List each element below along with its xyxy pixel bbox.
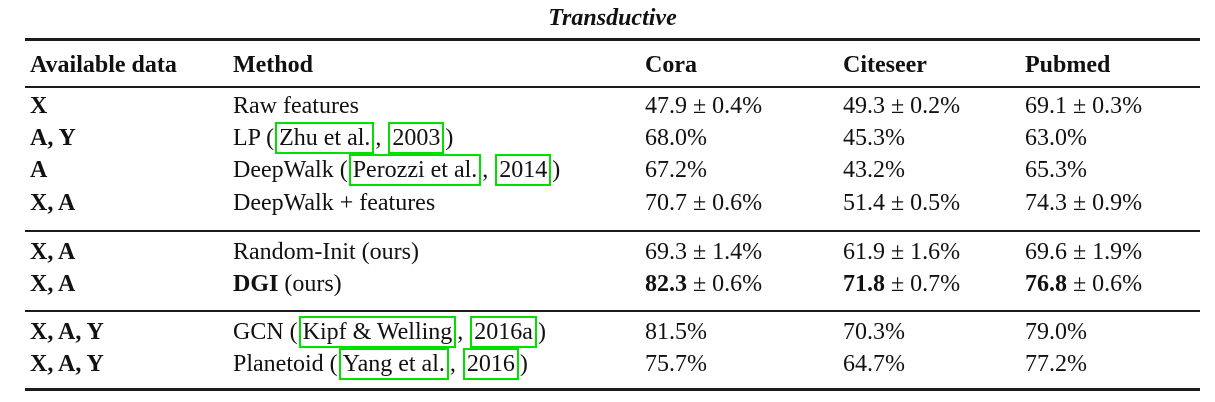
column-header-available-data: Available data	[30, 52, 177, 78]
method-label: Raw features	[233, 93, 359, 119]
table-header-row: Available data Method Cora Citeseer Pubm…	[0, 49, 1215, 82]
accuracy-value-citeseer: 43.2%	[843, 157, 905, 183]
table-rule-bottom	[25, 388, 1200, 391]
citation-separator: ,	[449, 351, 462, 377]
accuracy-value-cora: 82.3 ± 0.6%	[645, 268, 762, 301]
table-row: X, A, Y GCN (Kipf & Welling, 2016a) 81.5…	[0, 316, 1215, 349]
method-cell: LP (Zhu et al., 2003)	[233, 122, 453, 155]
method-label: GCN (	[233, 319, 298, 345]
table-row: X Raw features 47.9 ± 0.4% 49.3 ± 0.2% 6…	[0, 90, 1215, 123]
column-header-citeseer: Citeseer	[843, 52, 927, 78]
accuracy-value-citeseer: 64.7%	[843, 351, 905, 377]
available-data-cell: X, A, Y	[30, 319, 104, 345]
citation-author-link-box[interactable]: Yang et al.	[338, 348, 449, 380]
table-row: A, Y LP (Zhu et al., 2003) 68.0% 45.3% 6…	[0, 122, 1215, 155]
accuracy-value-pubmed: 63.0%	[1025, 125, 1087, 151]
method-label-suffix: )	[519, 351, 528, 377]
table-rule-mid-1	[25, 230, 1200, 232]
accuracy-value-pubmed: 69.6 ± 1.9%	[1025, 239, 1143, 265]
table-row: X, A Random-Init (ours) 69.3 ± 1.4% 61.9…	[0, 236, 1215, 269]
accuracy-bold: 82.3	[645, 271, 687, 297]
method-label: Random-Init (ours)	[233, 239, 419, 265]
available-data-cell: X, A	[30, 239, 76, 265]
accuracy-value-citeseer: 51.4 ± 0.5%	[843, 190, 961, 216]
table-title: Transductive	[548, 5, 677, 31]
available-data-cell: X, A, Y	[30, 351, 104, 377]
accuracy-value-citeseer: 71.8 ± 0.7%	[843, 268, 960, 301]
accuracy-value-cora: 75.7%	[645, 351, 707, 377]
accuracy-bold: 71.8	[843, 271, 885, 297]
accuracy-value-pubmed: 65.3%	[1025, 157, 1087, 183]
accuracy-value-pubmed: 77.2%	[1025, 351, 1087, 377]
available-data-cell: A	[30, 157, 48, 183]
method-cell: DeepWalk + features	[233, 187, 435, 220]
accuracy-value-cora: 47.9 ± 0.4%	[645, 93, 763, 119]
method-cell: Planetoid (Yang et al., 2016)	[233, 348, 528, 381]
method-cell: GCN (Kipf & Welling, 2016a)	[233, 316, 546, 349]
citation-year-link-box[interactable]: 2003	[388, 122, 445, 154]
table-row: A DeepWalk (Perozzi et al., 2014) 67.2% …	[0, 154, 1215, 187]
citation-author-link-box[interactable]: Kipf & Welling	[298, 316, 457, 348]
method-label: DeepWalk + features	[233, 190, 436, 216]
method-label-suffix: )	[552, 157, 561, 183]
accuracy-value-cora: 67.2%	[645, 157, 707, 183]
accuracy-rest: ± 0.7%	[885, 271, 961, 297]
method-label: LP (	[233, 125, 275, 151]
method-label-suffix: (ours)	[278, 271, 342, 297]
column-header-cora: Cora	[645, 52, 697, 78]
table-rule-header	[25, 86, 1200, 88]
accuracy-value-pubmed: 74.3 ± 0.9%	[1025, 190, 1143, 216]
accuracy-value-pubmed: 69.1 ± 0.3%	[1025, 93, 1143, 119]
column-header-method: Method	[233, 52, 313, 78]
available-data-cell: X	[30, 93, 48, 119]
accuracy-value-cora: 68.0%	[645, 125, 707, 151]
method-label-suffix: )	[537, 319, 546, 345]
accuracy-value-citeseer: 49.3 ± 0.2%	[843, 93, 961, 119]
accuracy-rest: ± 0.6%	[1067, 271, 1143, 297]
citation-separator: ,	[457, 319, 470, 345]
citation-year-link-box[interactable]: 2014	[495, 154, 552, 186]
method-name-bold: DGI	[233, 271, 279, 297]
accuracy-value-cora: 81.5%	[645, 319, 707, 345]
accuracy-value-cora: 70.7 ± 0.6%	[645, 190, 763, 216]
available-data-cell: A, Y	[30, 125, 76, 151]
available-data-cell: X, A	[30, 190, 76, 216]
accuracy-value-pubmed: 76.8 ± 0.6%	[1025, 268, 1142, 301]
table-row-dgi: X, A DGI (ours) 82.3 ± 0.6% 71.8 ± 0.7% …	[0, 268, 1215, 301]
method-label-suffix: )	[445, 125, 454, 151]
accuracy-value-pubmed: 79.0%	[1025, 319, 1087, 345]
citation-separator: ,	[375, 125, 388, 151]
method-cell: Random-Init (ours)	[233, 236, 419, 269]
accuracy-value-citeseer: 45.3%	[843, 125, 905, 151]
method-label: DeepWalk (	[233, 157, 348, 183]
method-cell: DeepWalk (Perozzi et al., 2014)	[233, 154, 560, 187]
accuracy-value-citeseer: 61.9 ± 1.6%	[843, 239, 961, 265]
table-rule-mid-2	[25, 310, 1200, 312]
citation-author-link-box[interactable]: Perozzi et al.	[348, 154, 482, 186]
citation-year-link-box[interactable]: 2016	[462, 348, 519, 380]
citation-author-link-box[interactable]: Zhu et al.	[275, 122, 375, 154]
table-row: X, A, Y Planetoid (Yang et al., 2016) 75…	[0, 348, 1215, 381]
citation-separator: ,	[482, 157, 495, 183]
table-rule-top	[25, 38, 1200, 41]
accuracy-bold: 76.8	[1025, 271, 1067, 297]
accuracy-value-citeseer: 70.3%	[843, 319, 905, 345]
accuracy-value-cora: 69.3 ± 1.4%	[645, 239, 763, 265]
method-label: Planetoid (	[233, 351, 338, 377]
accuracy-rest: ± 0.6%	[687, 271, 763, 297]
method-cell: DGI (ours)	[233, 268, 342, 301]
method-cell: Raw features	[233, 90, 359, 123]
citation-year-link-box[interactable]: 2016a	[470, 316, 537, 348]
column-header-pubmed: Pubmed	[1025, 52, 1111, 78]
table-row: X, A DeepWalk + features 70.7 ± 0.6% 51.…	[0, 187, 1215, 220]
available-data-cell: X, A	[30, 271, 76, 297]
